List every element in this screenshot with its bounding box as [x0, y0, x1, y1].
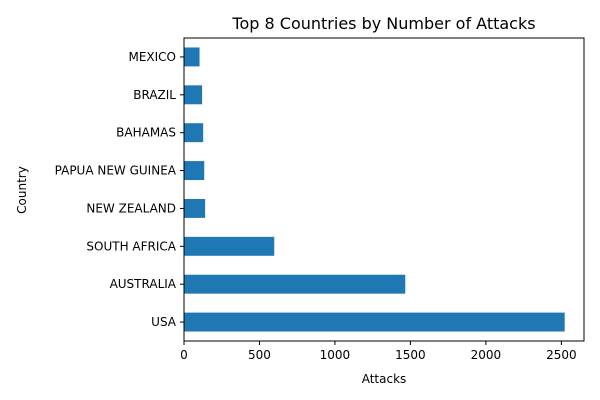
y-tick-label: AUSTRALIA — [110, 277, 177, 291]
bar-usa — [184, 312, 565, 332]
y-tick-label: MEXICO — [128, 50, 176, 64]
bar-brazil — [184, 85, 203, 105]
y-tick-label: PAPUA NEW GUINEA — [55, 164, 177, 178]
x-axis-ticks: 0 500 1000 1500 2000 2500 — [180, 341, 577, 362]
bar-bahamas — [184, 123, 204, 143]
y-tick-label: NEW ZEALAND — [86, 201, 176, 215]
bar-papua-new-guinea — [184, 161, 205, 181]
y-tick-label: BAHAMAS — [116, 126, 176, 140]
bar-south-africa — [184, 236, 275, 256]
y-axis-title: Country — [15, 166, 29, 214]
x-tick-label: 0 — [180, 348, 188, 362]
x-tick-label: 500 — [248, 348, 271, 362]
y-tick-label: USA — [151, 315, 177, 329]
x-tick-label: 2000 — [471, 348, 502, 362]
x-tick-label: 1500 — [395, 348, 426, 362]
y-axis-ticks: USA AUSTRALIA SOUTH AFRICA NEW ZEALAND PAPUA… — [55, 50, 184, 329]
bar-mexico — [184, 47, 200, 67]
bar-australia — [184, 274, 406, 294]
y-tick-label: SOUTH AFRICA — [86, 239, 176, 253]
bar-new-zealand — [184, 198, 206, 218]
y-tick-label: BRAZIL — [133, 88, 176, 102]
bars-group — [184, 47, 565, 332]
chart-title: Top 8 Countries by Number of Attacks — [231, 14, 535, 33]
x-axis-title: Attacks — [362, 372, 407, 386]
plot-frame — [183, 37, 585, 342]
x-tick-label: 2500 — [546, 348, 577, 362]
x-tick-label: 1000 — [320, 348, 351, 362]
